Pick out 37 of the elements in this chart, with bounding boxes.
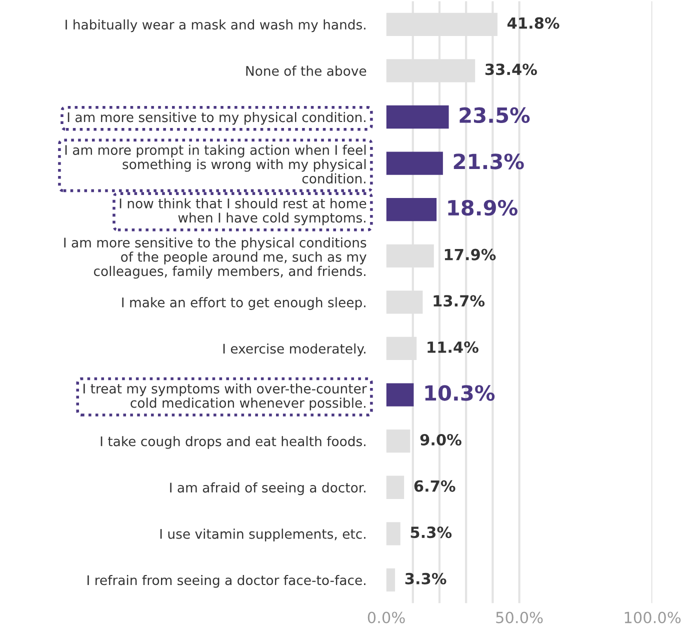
- y-tick-label: I refrain from seeing a doctor face-to-face.: [88, 574, 366, 588]
- data-label: 11.4%: [428, 341, 478, 353]
- x-tick-label: 50.0%: [496, 612, 543, 624]
- data-label: 21.3%: [454, 154, 524, 170]
- bar: [386, 198, 437, 222]
- x-tick-label: 0.0%: [368, 612, 405, 624]
- bar: [386, 430, 410, 453]
- data-label: 5.3%: [410, 526, 452, 538]
- data-label: 3.3%: [405, 572, 446, 584]
- y-tick-label: I habitually wear a mask and wash my hands.: [66, 19, 366, 32]
- bar: [386, 568, 396, 592]
- y-tick-label: I exercise moderately.: [223, 343, 366, 356]
- bar: [386, 522, 400, 546]
- bar: [386, 383, 414, 406]
- x-tick-label: 100.0%: [624, 612, 681, 624]
- data-label: 13.7%: [434, 295, 485, 307]
- data-label: 41.8%: [507, 17, 560, 29]
- bar: [386, 476, 404, 499]
- data-label: 17.9%: [444, 248, 496, 260]
- data-label: 9.0%: [420, 434, 462, 446]
- y-tick-label: I make an effort to get enough sleep.: [122, 297, 366, 310]
- y-tick-label: I am more sensitive to the physical conditions of the people around me, such as my colleagues, family members, and friends.: [64, 237, 366, 279]
- data-label: 33.4%: [485, 64, 537, 76]
- data-label: 10.3%: [425, 385, 495, 401]
- data-label: 6.7%: [414, 480, 456, 492]
- y-tick-label: I am more prompt in taking action when I feel something is wrong with my physical condition.: [65, 144, 366, 184]
- y-tick-label: I use vitamin supplements, etc.: [160, 528, 366, 542]
- y-tick-label: I take cough drops and eat health foods.: [100, 436, 366, 449]
- data-label: 23.5%: [460, 107, 530, 124]
- y-tick-label: I am afraid of seeing a doctor.: [170, 482, 366, 496]
- y-tick-label: I now think that I should rest at home when I have cold symptoms.: [120, 198, 366, 226]
- y-tick-label: None of the above: [246, 66, 366, 76]
- data-label: 18.9%: [448, 200, 518, 216]
- y-tick-label: I treat my symptoms with over-the-counter cold medication whenever possible.: [84, 383, 367, 410]
- y-tick-label: I am more sensitive to my physical condition.: [68, 112, 366, 125]
- bar: [386, 105, 449, 129]
- bar: [386, 152, 443, 175]
